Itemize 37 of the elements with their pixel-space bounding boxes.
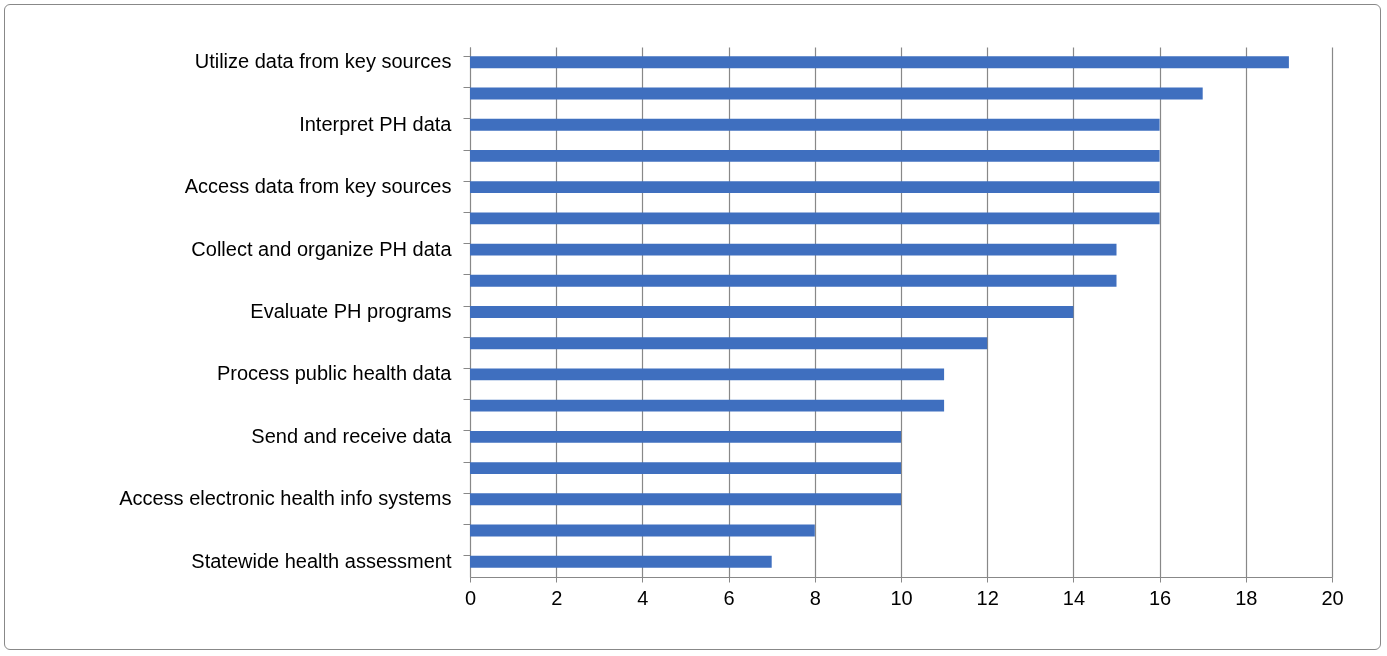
- x-tick-label: 4: [637, 586, 649, 609]
- bar: [470, 87, 1203, 100]
- y-tick-label: Evaluate PH programs: [250, 300, 452, 322]
- bar: [470, 430, 901, 443]
- x-tick-label: 16: [1148, 586, 1172, 609]
- bar: [470, 524, 815, 537]
- y-tick-label: Interpret PH data: [299, 112, 453, 135]
- x-tick-label: 20: [1321, 586, 1344, 609]
- y-tick-label: Collect and organize PH data: [191, 237, 453, 260]
- bar: [470, 181, 1160, 194]
- y-tick-label: Process public health data: [216, 362, 453, 385]
- bar: [470, 493, 901, 506]
- bar: [470, 399, 945, 412]
- bar: [470, 462, 901, 474]
- bar: [470, 306, 1074, 318]
- bar: [470, 150, 1160, 162]
- x-tick-label: 18: [1235, 586, 1258, 609]
- y-tick-label: Access electronic health info systems: [119, 487, 452, 510]
- bar: [470, 56, 1289, 69]
- bar: [470, 118, 1160, 131]
- y-tick-label: Statewide health assessment: [191, 549, 452, 572]
- x-tick-label: 14: [1062, 586, 1086, 609]
- y-tick-label: Access data from key sources: [184, 175, 452, 198]
- x-tick-label: 2: [551, 586, 563, 609]
- x-tick-label: 8: [809, 586, 821, 609]
- y-tick-label: Send and receive data: [251, 424, 453, 447]
- y-tick-label: Utilize data from key sources: [194, 50, 452, 73]
- bar: [470, 274, 1117, 287]
- x-tick-label: 12: [976, 586, 999, 609]
- bar: [470, 212, 1160, 225]
- bar: [470, 368, 945, 381]
- x-tick-label: 10: [890, 586, 913, 609]
- bar: [470, 337, 988, 350]
- bar: [470, 243, 1117, 256]
- x-tick-label: 6: [723, 586, 735, 609]
- bar: [470, 555, 772, 568]
- x-tick-label: 0: [464, 586, 477, 609]
